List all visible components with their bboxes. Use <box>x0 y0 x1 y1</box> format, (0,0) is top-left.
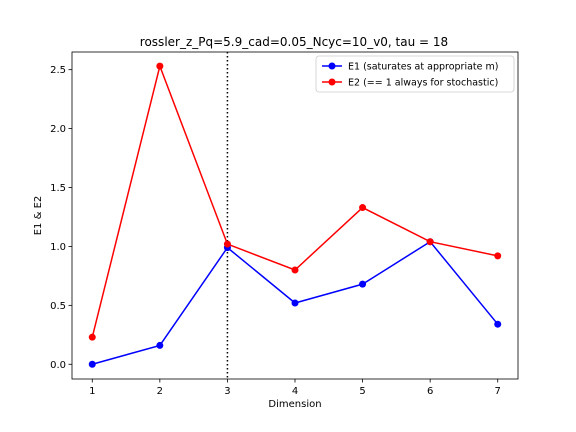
chart-title: rossler_z_Pq=5.9_cad=0.05_Ncyc=10_v0, ta… <box>140 35 448 49</box>
legend-label-1: E1 (saturates at appropriate m) <box>348 62 498 73</box>
series-1-point <box>291 299 299 307</box>
series-2-point <box>223 240 231 248</box>
series-2-point <box>156 62 164 70</box>
y-tick-label: 0.5 <box>50 301 66 312</box>
legend-marker-1 <box>328 62 336 70</box>
y-tick-label: 0.0 <box>50 360 66 371</box>
y-tick-label: 1.5 <box>50 183 66 194</box>
legend-marker-2 <box>328 78 336 86</box>
y-tick-label: 1.0 <box>50 242 66 253</box>
series-layer <box>88 62 502 368</box>
axis-ticks: 1 2 3 4 5 6 7 0.0 0.5 1.0 1.5 2.0 2.5 <box>50 65 501 397</box>
x-tick-label: 1 <box>89 386 95 397</box>
x-tick-label: 7 <box>495 386 501 397</box>
legend: E1 (saturates at appropriate m) E2 (== 1 … <box>315 55 515 93</box>
series-2-point <box>494 252 502 260</box>
legend-label-2: E2 (== 1 always for stochastic) <box>348 78 498 89</box>
y-tick-label: 2.0 <box>50 124 66 135</box>
series-2-point <box>291 266 299 274</box>
y-axis-label: E1 & E2 <box>33 196 44 236</box>
series-2-point <box>88 333 96 341</box>
legend-box <box>315 55 515 93</box>
series-1-point <box>88 360 96 368</box>
y-tick-label: 2.5 <box>50 65 66 76</box>
x-tick-label: 2 <box>157 386 163 397</box>
series-2-point <box>426 238 434 246</box>
series-1-point <box>156 341 164 349</box>
series-1-point <box>494 320 502 328</box>
x-tick-label: 4 <box>292 386 298 397</box>
series-1-point <box>359 280 367 288</box>
x-tick-label: 3 <box>224 386 230 397</box>
x-tick-label: 6 <box>427 386 433 397</box>
x-axis-label: Dimension <box>268 399 321 410</box>
plot-area <box>71 51 519 380</box>
series-2-point <box>359 204 367 212</box>
x-tick-label: 5 <box>359 386 365 397</box>
series-line-2 <box>91 63 498 338</box>
